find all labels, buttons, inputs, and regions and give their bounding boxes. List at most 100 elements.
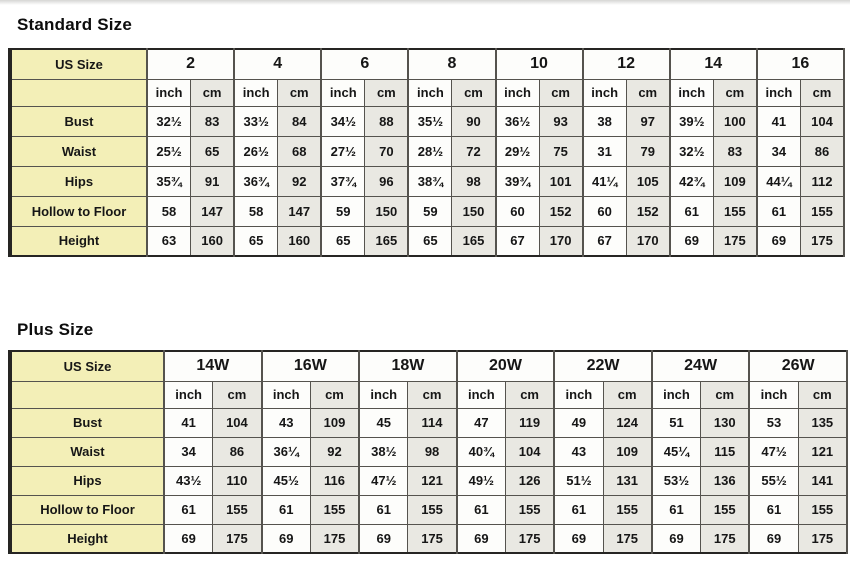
unit-header-inch: inch	[146, 78, 192, 107]
value-cell-inch: 67	[582, 225, 627, 257]
measurement-row: Bust 41 104 43 109 45 114 47 119 49 124 51 130 53 135	[9, 407, 848, 438]
value-cell-cm: 101	[538, 165, 584, 197]
top-edge-shade	[0, 0, 850, 5]
value-cell-cm: 175	[212, 523, 263, 554]
value-cell-cm: 121	[407, 465, 458, 496]
value-cell-inch: 41	[756, 105, 801, 137]
unit-header-inch: inch	[233, 78, 279, 107]
value-cell-cm: 98	[451, 165, 497, 197]
value-cell-cm: 109	[712, 165, 758, 197]
corner-blank-cell	[9, 380, 165, 409]
value-cell-inch: 29½	[495, 135, 540, 167]
unit-header-inch: inch	[669, 78, 714, 107]
value-cell-inch: 67	[495, 225, 540, 257]
unit-header-cm: cm	[190, 78, 236, 107]
value-cell-inch: 45¼	[651, 436, 702, 467]
row-label: Height	[9, 523, 165, 554]
row-label: Hollow to Floor	[9, 494, 165, 525]
value-cell-inch: 61	[553, 494, 604, 525]
value-cell-cm: 70	[364, 135, 410, 167]
value-cell-cm: 175	[309, 523, 361, 554]
size-column-header: 18W	[358, 350, 458, 382]
value-cell-inch: 36¾	[233, 165, 279, 197]
standard-size-table: US Size 2 4 6 8 10 12 14 16 inch cm inch cm inch cm inc…	[8, 48, 846, 257]
unit-header-inch: inch	[407, 78, 453, 107]
value-cell-inch: 59	[320, 195, 366, 227]
unit-header-inch: inch	[748, 380, 799, 409]
unit-header-cm: cm	[407, 380, 458, 409]
size-column-header: 20W	[456, 350, 556, 382]
value-cell-cm: 170	[625, 225, 671, 257]
unit-header-inch: inch	[756, 78, 801, 107]
value-cell-cm: 86	[799, 135, 845, 167]
value-cell-cm: 175	[700, 523, 751, 554]
unit-header-inch: inch	[495, 78, 540, 107]
value-cell-inch: 61	[163, 494, 214, 525]
value-cell-cm: 175	[712, 225, 758, 257]
value-cell-cm: 90	[451, 105, 497, 137]
unit-header-cm: cm	[451, 78, 497, 107]
value-cell-inch: 69	[456, 523, 506, 554]
value-cell-cm: 96	[364, 165, 410, 197]
value-cell-cm: 147	[190, 195, 236, 227]
value-cell-cm: 110	[212, 465, 263, 496]
value-cell-cm: 97	[625, 105, 671, 137]
value-cell-cm: 79	[625, 135, 671, 167]
unit-header-cm: cm	[799, 78, 845, 107]
value-cell-inch: 38¾	[407, 165, 453, 197]
value-cell-inch: 45	[358, 407, 409, 438]
row-label: Hollow to Floor	[9, 195, 148, 227]
value-cell-inch: 61	[358, 494, 409, 525]
row-label: Waist	[9, 135, 148, 167]
value-cell-cm: 109	[309, 407, 361, 438]
value-cell-cm: 175	[797, 523, 848, 554]
value-cell-inch: 36¼	[261, 436, 311, 467]
value-cell-cm: 155	[504, 494, 556, 525]
row-label: Hips	[9, 465, 165, 496]
size-column-header: 14	[669, 48, 758, 80]
value-cell-inch: 58	[233, 195, 279, 227]
value-cell-cm: 124	[602, 407, 653, 438]
value-cell-inch: 61	[756, 195, 801, 227]
value-cell-cm: 155	[799, 195, 845, 227]
value-cell-cm: 104	[212, 407, 263, 438]
value-cell-inch: 69	[756, 225, 801, 257]
value-cell-cm: 141	[797, 465, 848, 496]
row-label: Hips	[9, 165, 148, 197]
value-cell-cm: 105	[625, 165, 671, 197]
measurement-row: Waist 25½ 65 26½ 68 27½ 70 28½ 72 29½ 75 31 79 32½ 83 3…	[9, 135, 845, 167]
value-cell-inch: 37¾	[320, 165, 366, 197]
value-cell-inch: 27½	[320, 135, 366, 167]
value-cell-inch: 65	[320, 225, 366, 257]
row-label: Height	[9, 225, 148, 257]
row-label: Waist	[9, 436, 165, 467]
unit-header-cm: cm	[309, 380, 361, 409]
value-cell-inch: 43½	[163, 465, 214, 496]
value-cell-cm: 84	[277, 105, 323, 137]
unit-header-cm: cm	[364, 78, 410, 107]
value-cell-cm: 155	[712, 195, 758, 227]
value-cell-cm: 86	[212, 436, 263, 467]
value-cell-cm: 135	[797, 407, 848, 438]
value-cell-inch: 34½	[320, 105, 366, 137]
value-cell-inch: 43	[261, 407, 311, 438]
value-cell-inch: 60	[582, 195, 627, 227]
value-cell-cm: 155	[700, 494, 751, 525]
unit-header-cm: cm	[277, 78, 323, 107]
plus-size-table: US Size 14W 16W 18W 20W 22W 24W 26W inch cm inch cm…	[8, 350, 848, 554]
measurement-row: Bust 32½ 83 33½ 84 34½ 88 35½ 90 36½ 93 38 97 39½ 100 4…	[9, 105, 845, 137]
value-cell-cm: 119	[504, 407, 556, 438]
value-cell-inch: 61	[669, 195, 714, 227]
value-cell-inch: 26½	[233, 135, 279, 167]
value-cell-cm: 165	[364, 225, 410, 257]
value-cell-cm: 92	[309, 436, 361, 467]
value-cell-cm: 155	[407, 494, 458, 525]
plus-size-title: Plus Size	[17, 320, 94, 339]
value-cell-cm: 152	[538, 195, 584, 227]
unit-header-cm: cm	[504, 380, 556, 409]
value-cell-inch: 41	[163, 407, 214, 438]
size-column-header: 4	[233, 48, 323, 80]
value-cell-inch: 51	[651, 407, 702, 438]
size-column-header: 12	[582, 48, 671, 80]
row-label: Bust	[9, 407, 165, 438]
